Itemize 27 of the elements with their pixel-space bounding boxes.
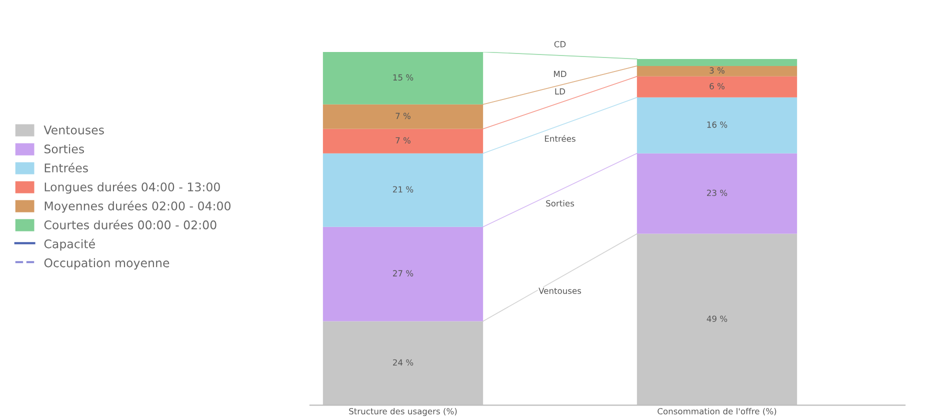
text: CD bbox=[554, 41, 566, 48]
data-label: 49 % bbox=[706, 316, 728, 322]
annotation: Ventouses bbox=[538, 288, 582, 294]
data-label: 21 % bbox=[393, 186, 414, 193]
data-label: 7 % bbox=[396, 137, 410, 144]
x-tick-label: Consommation de l'offre (%) bbox=[658, 408, 776, 416]
legend-label: Sorties bbox=[44, 144, 84, 154]
annotation: Entrées bbox=[544, 135, 576, 142]
legend-label: Ventouses bbox=[44, 126, 104, 134]
data-label: 24 % bbox=[393, 359, 414, 366]
annotation: LD bbox=[555, 88, 566, 94]
legend-label: Entrées bbox=[44, 162, 88, 172]
data-label: 7 % bbox=[396, 112, 410, 120]
legend-label: Courtes durées 00:00 - 02:00 bbox=[44, 220, 216, 230]
legend-label: Capacité bbox=[44, 238, 95, 251]
data-label: 3 % bbox=[710, 67, 724, 74]
annotation: MD bbox=[554, 70, 566, 77]
annotation: Sorties bbox=[546, 200, 574, 206]
data-label: 16 % bbox=[707, 122, 728, 128]
data-label: 23 % bbox=[707, 190, 728, 196]
legend-label: Longues durées 04:00 - 13:00 bbox=[44, 182, 220, 194]
legend-label: Moyennes durées 02:00 - 04:00 bbox=[44, 200, 230, 213]
data-label: 15 % bbox=[393, 74, 414, 81]
data-label: 6 % bbox=[710, 83, 724, 90]
data-label: 27 % bbox=[393, 270, 414, 276]
legend-label: Occupation moyenne bbox=[44, 258, 170, 270]
x-tick-label: Structure des usagers (%) bbox=[349, 408, 457, 416]
